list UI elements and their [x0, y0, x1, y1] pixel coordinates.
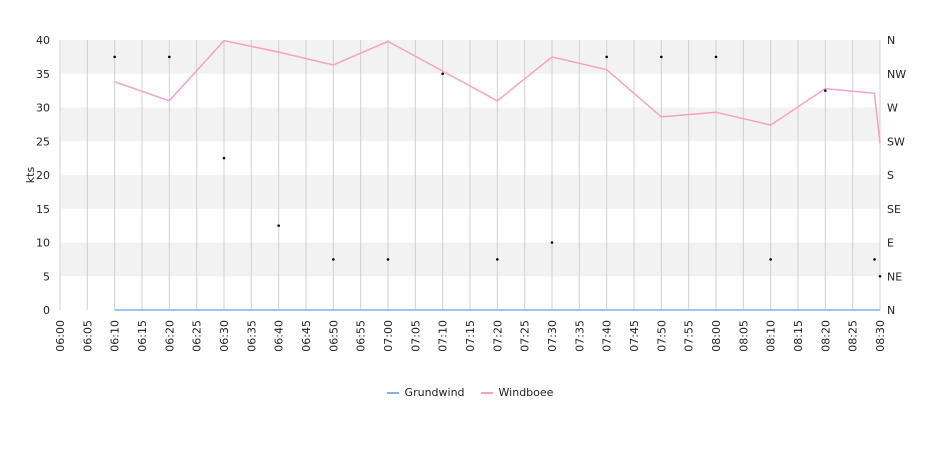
x-tick-label: 06:30: [218, 320, 231, 352]
y2-tick-label: SW: [887, 135, 905, 148]
direction-marker: [277, 224, 280, 227]
direction-marker: [878, 274, 882, 278]
y2-tick-label: S: [887, 169, 894, 182]
x-tick-label: 06:35: [245, 320, 258, 352]
direction-marker: [496, 258, 499, 261]
direction-marker: [332, 258, 335, 261]
x-tick-label: 07:20: [491, 320, 504, 352]
x-tick-label: 07:50: [655, 320, 668, 352]
y-tick-label: 20: [36, 169, 50, 182]
x-axis-ticks: 06:00 06:05 06:10 06:15 06:20 06:25 06:30 06:35…: [54, 320, 887, 352]
series-line-windboee: [114, 39, 881, 144]
y-tick-label: 10: [36, 237, 50, 250]
x-tick-label: 07:30: [546, 320, 559, 352]
x-tick-label: 06:20: [163, 320, 176, 352]
y2-axis-ticks: N NE E SE S SW W NW N: [887, 34, 906, 317]
legend: Grundwind Windboee: [0, 386, 940, 399]
direction-marker: [714, 55, 718, 59]
y-tick-label: 5: [43, 270, 50, 283]
x-tick-label: 07:55: [683, 320, 696, 352]
direction-marker: [550, 241, 554, 244]
y2-tick-label: NW: [887, 68, 906, 81]
x-tick-label: 07:45: [628, 320, 641, 352]
y-tick-label: 40: [36, 34, 50, 47]
series-lines: [114, 39, 881, 311]
y2-tick-label: N: [887, 304, 895, 317]
direction-marker: [605, 55, 608, 59]
x-tick-label: 07:00: [382, 320, 395, 352]
legend-swatch-grundwind: [386, 391, 399, 394]
y2-tick-label: E: [887, 237, 894, 250]
legend-label-grundwind: Grundwind: [404, 386, 465, 399]
x-tick-label: 08:10: [765, 320, 778, 352]
y2-tick-label: NE: [887, 270, 902, 283]
x-tick-label: 07:25: [519, 320, 532, 352]
y2-tick-label: N: [887, 34, 895, 47]
x-tick-label: 06:50: [327, 320, 340, 352]
legend-item-windboee[interactable]: Windboee: [480, 386, 554, 399]
x-tick-label: 08:15: [792, 320, 805, 352]
vertical-gridlines: [59, 40, 881, 310]
direction-marker: [769, 258, 772, 261]
y2-tick-label: W: [887, 102, 898, 115]
direction-marker: [824, 89, 827, 92]
y-tick-label: 35: [36, 68, 50, 81]
y-axis-ticks: 0 5 10 15 20 25 30 35 40: [36, 34, 50, 317]
x-tick-label: 07:05: [409, 320, 422, 352]
direction-marker: [441, 72, 444, 76]
legend-item-grundwind[interactable]: Grundwind: [386, 386, 465, 399]
direction-marker: [222, 156, 226, 160]
y2-tick-label: SE: [887, 203, 901, 216]
direction-markers: [113, 55, 882, 278]
x-tick-label: 06:05: [81, 320, 94, 352]
x-tick-label: 06:00: [54, 320, 67, 352]
x-tick-label: 06:15: [136, 320, 149, 352]
x-tick-label: 08:05: [737, 320, 750, 352]
direction-marker: [386, 258, 390, 261]
y-tick-label: 30: [36, 102, 50, 115]
x-tick-label: 06:45: [300, 320, 313, 352]
x-tick-label: 06:10: [109, 320, 122, 352]
x-tick-label: 06:40: [273, 320, 286, 352]
x-tick-label: 07:35: [573, 320, 586, 352]
direction-marker: [168, 55, 171, 59]
x-tick-label: 06:55: [355, 320, 368, 352]
x-tick-label: 07:15: [464, 320, 477, 352]
x-tick-label: 06:25: [191, 320, 204, 352]
y-axis-label: kts: [24, 167, 37, 184]
x-tick-label: 07:40: [601, 320, 614, 352]
direction-marker: [113, 55, 116, 59]
x-tick-label: 08:30: [874, 320, 887, 352]
y-tick-label: 0: [43, 304, 50, 317]
x-tick-label: 07:10: [437, 320, 450, 352]
x-tick-label: 08:25: [847, 320, 860, 352]
y-tick-label: 25: [36, 135, 50, 148]
direction-marker: [873, 258, 876, 261]
x-tick-label: 08:20: [819, 320, 832, 352]
x-tick-label: 08:00: [710, 320, 723, 352]
legend-label-windboee: Windboee: [498, 386, 554, 399]
y-tick-label: 15: [36, 203, 50, 216]
legend-swatch-windboee: [480, 391, 493, 394]
direction-marker: [660, 55, 663, 59]
